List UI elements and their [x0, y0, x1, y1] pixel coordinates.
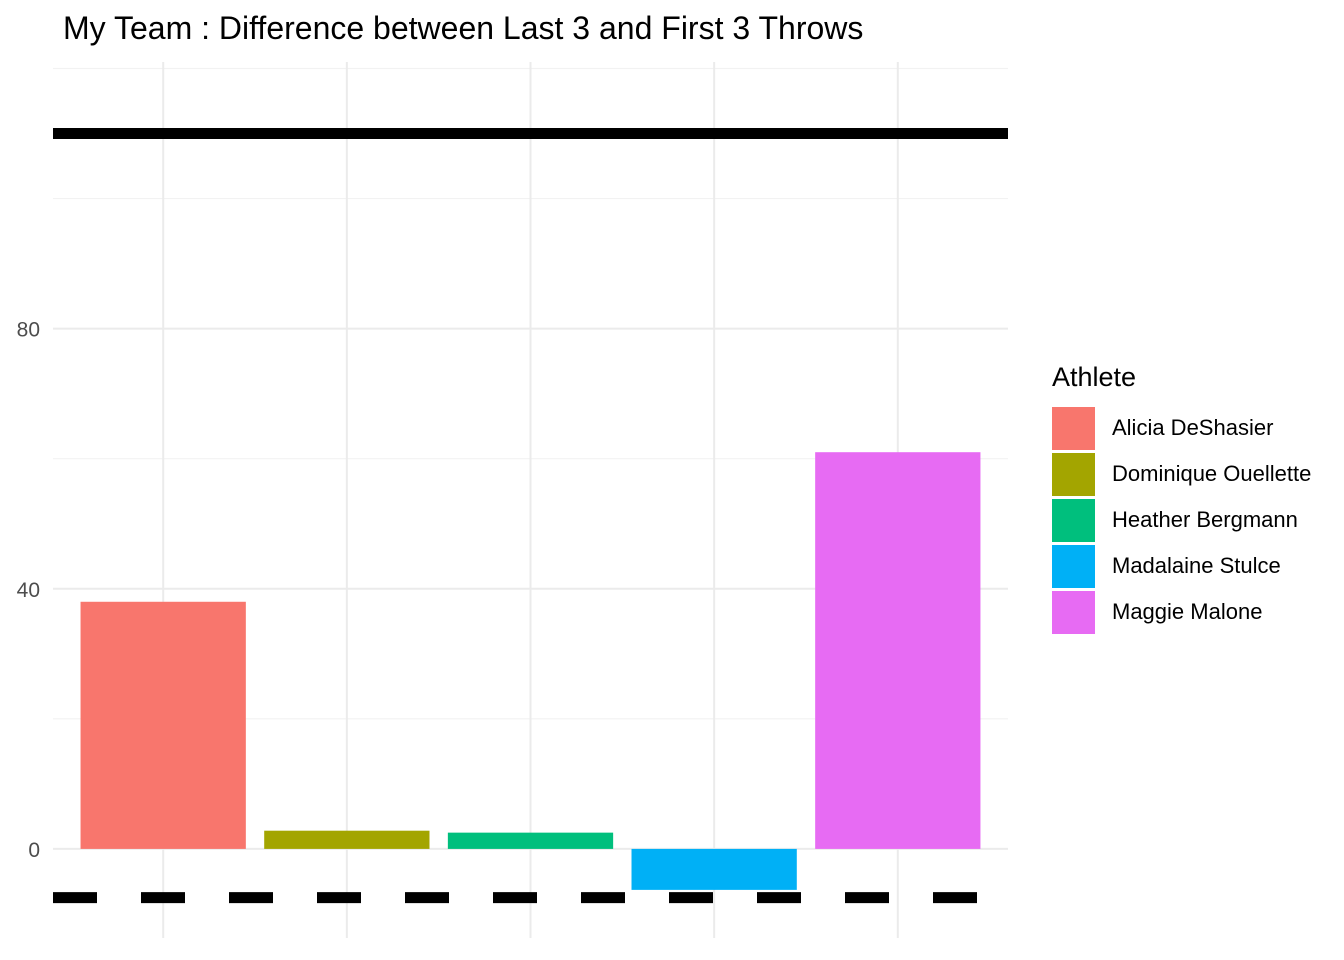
legend-swatch — [1052, 452, 1095, 496]
legend-swatch — [1052, 406, 1095, 450]
chart-title: My Team : Difference between Last 3 and … — [63, 10, 864, 46]
legend-item: Alicia DeShasier — [1052, 405, 1311, 451]
legend-item: Maggie Malone — [1052, 589, 1311, 635]
legend-item: Dominique Ouellette — [1052, 451, 1311, 497]
y-tick-label: 40 — [17, 579, 40, 602]
bar — [631, 848, 797, 890]
legend-label: Alicia DeShasier — [1112, 415, 1274, 440]
legend-label: Maggie Malone — [1112, 599, 1263, 624]
bar — [815, 452, 981, 849]
gridlines — [53, 62, 1008, 938]
legend-label: Heather Bergmann — [1112, 507, 1298, 532]
legend-item: Heather Bergmann — [1052, 497, 1311, 543]
legend-items: Alicia DeShasier Dominique Ouellette Heath… — [1052, 405, 1311, 635]
legend-title: Athlete — [1052, 362, 1137, 392]
legend-swatch — [1052, 498, 1095, 542]
bar — [447, 832, 614, 849]
legend-label: Madalaine Stulce — [1112, 553, 1281, 578]
legend-swatch — [1052, 590, 1095, 634]
legend-item: Madalaine Stulce — [1052, 543, 1311, 589]
reference-lines — [53, 128, 1008, 904]
bar — [264, 830, 430, 849]
legend: Athlete Alicia DeShasier Dominique Ouelle… — [1052, 362, 1311, 635]
legend-swatch — [1052, 544, 1095, 588]
y-tick-label: 0 — [28, 839, 40, 862]
bar — [80, 601, 246, 849]
bars — [80, 452, 981, 890]
y-tick-label: 80 — [17, 319, 40, 342]
legend-label: Dominique Ouellette — [1112, 461, 1312, 486]
y-axis-ticks: 0 40 80 — [17, 319, 40, 862]
